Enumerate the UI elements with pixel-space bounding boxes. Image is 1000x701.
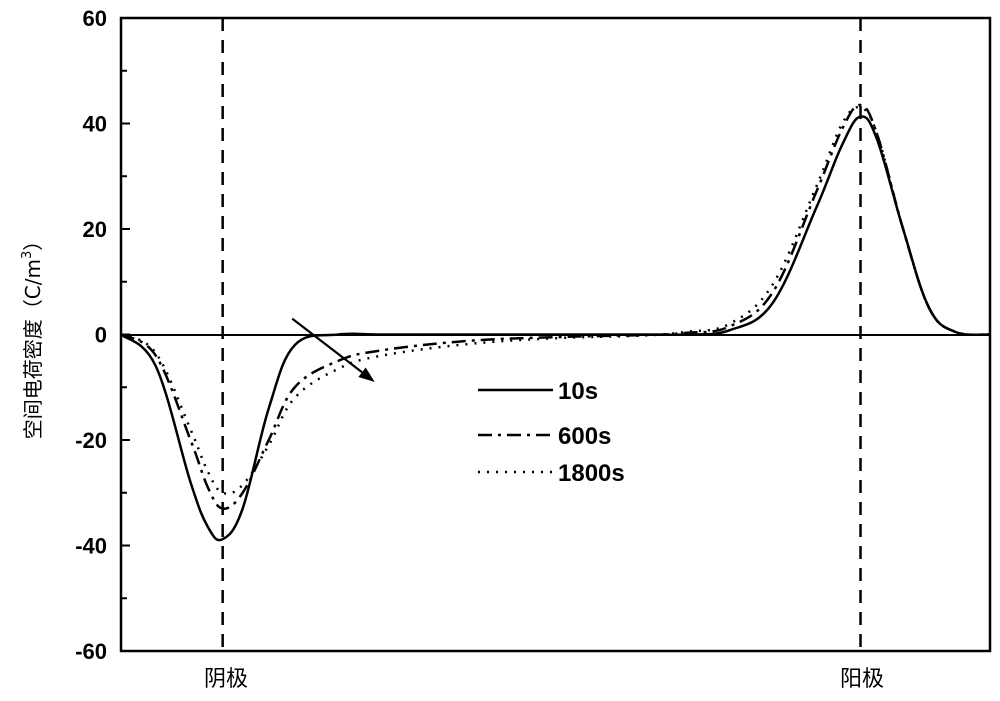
cathode-label: 阴极 — [204, 667, 248, 692]
y-tick-label: 20 — [83, 217, 107, 242]
y-axis-label: 空间电荷密度（C/m3） — [20, 231, 45, 439]
series-line-1800s — [120, 105, 991, 495]
series-line-10s — [120, 115, 991, 542]
trend-arrow — [291, 317, 375, 382]
data-series — [120, 103, 991, 542]
y-tick-label: -20 — [75, 428, 107, 453]
y-tick-label: -40 — [75, 534, 107, 559]
svg-text:空间电荷密度（C/m3）: 空间电荷密度（C/m3） — [20, 231, 45, 439]
legend: 10s 600s 1800s — [478, 378, 625, 487]
anode-label: 阳极 — [840, 667, 884, 692]
svg-text:1800s: 1800s — [558, 460, 625, 487]
svg-text:600s: 600s — [558, 423, 611, 450]
svg-text:10s: 10s — [558, 378, 598, 405]
plot-frame — [119, 16, 992, 653]
legend-item-1800s: 1800s — [478, 460, 625, 487]
legend-item-10s: 10s — [478, 378, 598, 405]
y-tick-label: 40 — [83, 112, 107, 137]
y-tick-label: 0 — [95, 323, 107, 348]
y-tick-label: 60 — [83, 6, 107, 31]
legend-item-600s: 600s — [478, 423, 611, 450]
y-tick-label: -60 — [75, 639, 107, 664]
